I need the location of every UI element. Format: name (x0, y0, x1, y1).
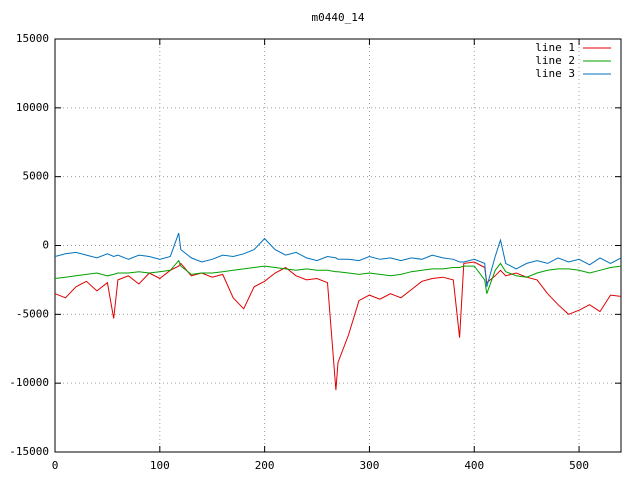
legend-label: line 2 (535, 54, 575, 67)
y-tick-label: -5000 (16, 307, 49, 320)
x-tick-label: 500 (569, 459, 589, 472)
y-tick-label: -10000 (9, 376, 49, 389)
series-line (54, 232, 622, 287)
x-tick-label: 400 (464, 459, 484, 472)
plot-frame (54, 38, 622, 453)
series-line (54, 259, 622, 294)
legend-label: line 1 (535, 41, 575, 54)
x-tick-label: 0 (52, 459, 59, 472)
series-line (54, 261, 622, 391)
chart-title: m0440_14 (312, 11, 365, 24)
x-tick-label: 300 (360, 459, 380, 472)
legend-label: line 3 (535, 67, 575, 80)
x-tick-label: 200 (255, 459, 275, 472)
y-tick-label: 0 (42, 239, 49, 252)
x-tick-label: 100 (150, 459, 170, 472)
y-tick-label: 10000 (16, 101, 49, 114)
y-tick-label: 15000 (16, 32, 49, 45)
y-tick-label: 5000 (23, 170, 50, 183)
y-tick-label: -15000 (9, 445, 49, 458)
